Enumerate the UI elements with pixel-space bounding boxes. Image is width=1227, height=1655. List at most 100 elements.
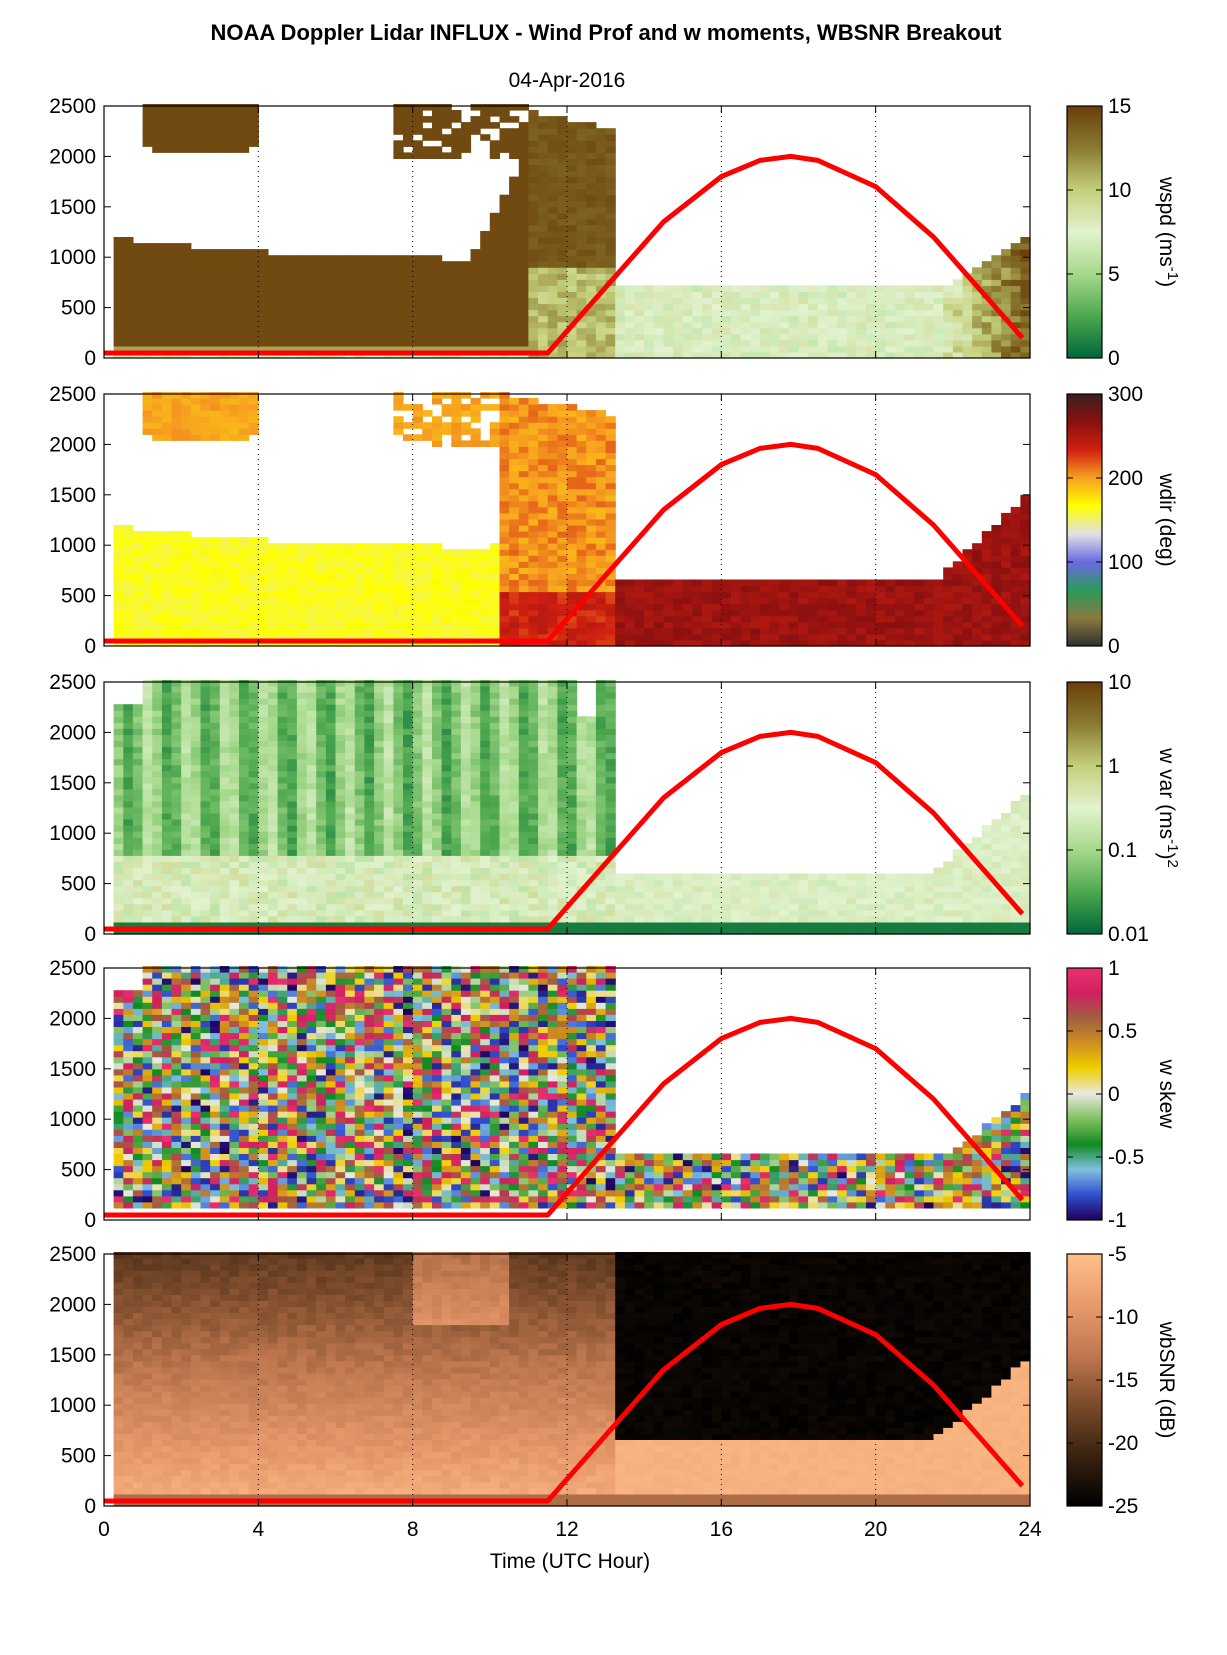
heatmap-cell: [268, 279, 279, 286]
heatmap-cell: [210, 897, 221, 905]
heatmap-cell: [132, 807, 144, 814]
heatmap-cell: [509, 140, 520, 147]
heatmap-cell: [268, 273, 279, 280]
heatmap-cell: [644, 309, 655, 317]
heatmap-cell: [538, 494, 549, 502]
heatmap-cell: [509, 273, 520, 280]
heatmap-cell: [567, 470, 578, 478]
heatmap-cell: [914, 315, 925, 323]
heatmap-cell: [123, 819, 134, 826]
heatmap-cell: [576, 428, 587, 435]
heatmap-cell: [624, 640, 636, 647]
heatmap-cell: [972, 615, 983, 623]
heatmap-cell: [393, 585, 404, 593]
heatmap-cell: [586, 261, 597, 268]
heatmap-cell: [432, 440, 443, 447]
heatmap-cell: [296, 909, 308, 917]
heatmap-cell: [731, 597, 742, 605]
heatmap-cell: [595, 267, 607, 274]
heatmap-cell: [759, 579, 771, 587]
heatmap-cell: [210, 867, 221, 875]
heatmap-cell: [354, 255, 365, 262]
heatmap-cell: [981, 321, 992, 329]
heatmap-cell: [412, 549, 423, 556]
heatmap-cell: [557, 494, 568, 502]
heatmap-cell: [1010, 339, 1021, 347]
heatmap-cell: [489, 404, 500, 411]
heatmap-cell: [422, 104, 433, 111]
heatmap-cell: [557, 464, 568, 472]
heatmap-cell: [403, 333, 414, 341]
heatmap-cell: [923, 352, 935, 359]
heatmap-cell: [248, 398, 259, 405]
heatmap-cell: [769, 579, 780, 587]
heatmap-cell: [866, 640, 877, 647]
heatmap-cell: [605, 579, 616, 587]
colorbar-tick-label: 300: [1108, 383, 1143, 406]
heatmap-cell: [1010, 333, 1021, 341]
heatmap-cell: [451, 579, 462, 587]
heatmap-cell: [345, 315, 356, 323]
heatmap-cell: [981, 309, 992, 317]
heatmap-cell: [499, 243, 510, 250]
heatmap-cell: [190, 915, 201, 923]
heatmap-cell: [846, 597, 857, 605]
heatmap-cell: [123, 243, 134, 250]
heatmap-cell: [528, 500, 539, 508]
heatmap-cell: [200, 764, 211, 772]
heatmap-cell: [190, 249, 201, 256]
heatmap-cell: [509, 249, 520, 256]
heatmap-cell: [962, 597, 973, 605]
heatmap-cell: [200, 392, 211, 399]
heatmap-cell: [142, 567, 153, 574]
heatmap-cell: [393, 416, 404, 423]
heatmap-cell: [576, 446, 587, 453]
heatmap-cell: [808, 585, 819, 593]
heatmap-cell: [595, 603, 607, 611]
heatmap-cell: [991, 567, 1002, 574]
heatmap-cell: [181, 903, 192, 911]
heatmap-cell: [248, 543, 259, 550]
heatmap-cell: [142, 392, 153, 399]
heatmap-cell: [538, 158, 549, 165]
heatmap-cell: [702, 585, 713, 593]
heatmap-cell: [432, 309, 443, 317]
heatmap-cell: [296, 303, 308, 311]
heatmap-cell: [740, 303, 751, 311]
heatmap-cell: [538, 182, 549, 190]
colorbar-label-exponent: -1: [1164, 267, 1181, 280]
heatmap-cell: [171, 686, 182, 693]
heatmap-cell: [432, 116, 443, 123]
heatmap-cell: [1020, 579, 1031, 587]
heatmap-cell: [190, 398, 201, 405]
heatmap-cell: [557, 261, 568, 268]
heatmap-cell: [219, 897, 230, 905]
heatmap-cell: [412, 555, 423, 562]
heatmap-cell: [605, 621, 616, 629]
heatmap-cell: [152, 831, 163, 838]
heatmap-cell: [538, 525, 549, 532]
heatmap-cell: [576, 585, 587, 593]
heatmap-cell: [731, 579, 742, 587]
heatmap-cell: [923, 327, 935, 335]
heatmap-cell: [296, 867, 308, 875]
y-tick-label: 1000: [49, 246, 96, 269]
heatmap-cell: [692, 327, 703, 335]
heatmap-cell: [152, 116, 163, 123]
heatmap-cell: [576, 224, 587, 232]
heatmap-cell: [605, 291, 616, 299]
heatmap-cell: [480, 309, 491, 317]
heatmap-cell: [991, 621, 1002, 629]
heatmap-cell: [605, 585, 616, 593]
heatmap-cell: [181, 609, 192, 617]
heatmap-cell: [123, 764, 134, 772]
heatmap-cell: [239, 579, 250, 587]
heatmap-cell: [499, 555, 510, 562]
heatmap-cell: [952, 279, 963, 286]
heatmap-cell: [316, 591, 327, 599]
heatmap-cell: [615, 303, 626, 311]
heatmap-cell: [335, 843, 346, 850]
heatmap-cell: [239, 627, 250, 635]
heatmap-cell: [576, 255, 587, 262]
heatmap-cell: [1020, 561, 1031, 568]
